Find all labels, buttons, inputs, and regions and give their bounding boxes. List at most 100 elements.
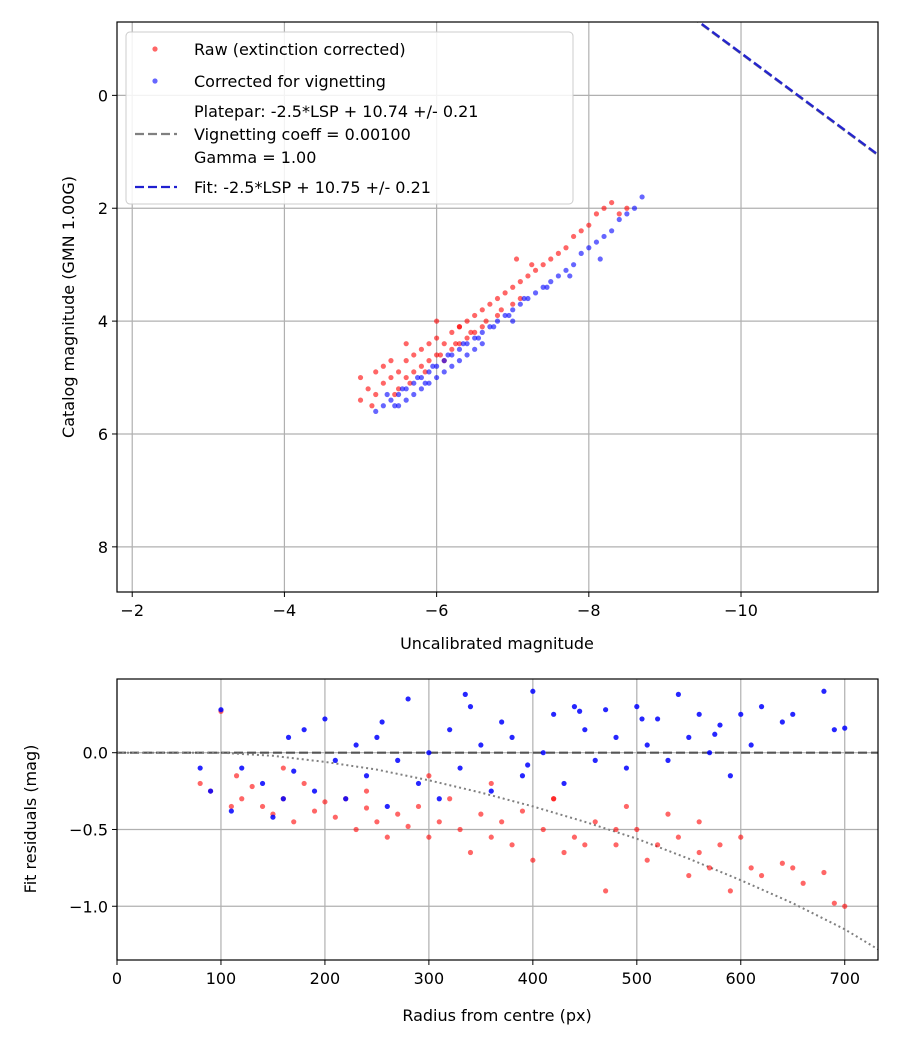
raw-point — [434, 352, 440, 358]
raw-residual-point — [706, 865, 713, 871]
raw-residual-point — [551, 796, 557, 802]
raw-point — [388, 358, 394, 364]
raw-point — [392, 391, 398, 398]
corrected-residual-point — [478, 742, 484, 748]
bottom-scatter-points — [197, 688, 848, 909]
raw-point — [411, 369, 417, 375]
raw-point — [624, 205, 630, 211]
raw-residual-point — [509, 842, 515, 848]
corrected-point — [479, 341, 485, 347]
raw-residual-point — [280, 765, 286, 771]
raw-point — [373, 391, 379, 398]
corrected-point — [555, 273, 561, 279]
corrected-residual-point — [577, 708, 583, 714]
raw-point — [407, 380, 413, 386]
corrected-point — [399, 386, 405, 392]
corrected-residual-point — [322, 716, 328, 722]
raw-residual-point — [634, 826, 640, 833]
raw-residual-point — [758, 872, 765, 879]
raw-residual-point — [790, 865, 796, 871]
raw-residual-point — [519, 808, 526, 814]
corrected-residual-point — [218, 707, 224, 713]
raw-point — [616, 211, 622, 217]
raw-residual-point — [301, 780, 307, 787]
raw-point — [502, 290, 508, 296]
corrected-point — [411, 380, 417, 386]
top-y-tick-label: 2 — [98, 199, 108, 218]
raw-residual-point — [623, 803, 630, 810]
corrected-residual-point — [727, 773, 733, 779]
raw-residual-point — [644, 857, 650, 863]
corrected-point — [426, 380, 432, 386]
corrected-residual-point — [779, 719, 785, 725]
raw-point — [357, 397, 364, 403]
corrected-residual-point — [561, 780, 567, 787]
raw-point — [453, 341, 459, 347]
raw-residual-point — [426, 773, 432, 779]
corrected-point — [494, 318, 501, 324]
raw-point — [426, 358, 432, 364]
legend-marker — [152, 78, 158, 84]
corrected-residual-point — [374, 734, 380, 740]
raw-point — [472, 329, 478, 335]
corrected-residual-point — [363, 773, 370, 779]
raw-residual-point — [363, 788, 370, 794]
corrected-point — [491, 324, 497, 330]
bottom-y-axis-title: Fit residuals (mag) — [21, 745, 40, 894]
raw-point — [403, 374, 409, 381]
raw-residual-point — [675, 834, 681, 840]
raw-point — [357, 374, 364, 381]
vignetting-curve — [117, 751, 878, 951]
corrected-point — [639, 194, 645, 200]
corrected-residual-point — [717, 722, 723, 728]
raw-point — [525, 273, 531, 279]
corrected-residual-point — [462, 691, 468, 697]
corrected-point — [434, 374, 440, 381]
raw-residual-point — [332, 814, 338, 820]
raw-residual-point — [249, 783, 255, 790]
bottom-plot-frame — [116, 678, 879, 961]
raw-point — [494, 295, 501, 302]
corrected-point — [472, 335, 478, 341]
corrected-point — [464, 341, 470, 347]
raw-point — [479, 307, 485, 313]
corrected-point — [567, 273, 573, 279]
corrected-residual-point — [343, 796, 349, 802]
raw-residual-point — [363, 805, 370, 811]
raw-point — [586, 222, 592, 228]
corrected-residual-point — [228, 808, 234, 814]
raw-residual-point — [239, 796, 245, 802]
corrected-residual-point — [332, 757, 338, 763]
corrected-point — [388, 397, 394, 403]
raw-point — [472, 312, 478, 319]
corrected-point — [456, 346, 463, 352]
corrected-residual-point — [623, 765, 630, 771]
corrected-residual-point — [311, 788, 318, 794]
raw-point — [422, 369, 428, 375]
raw-residual-point — [478, 811, 484, 817]
corrected-residual-point — [831, 727, 837, 733]
raw-residual-point — [613, 826, 619, 833]
legend-label: Raw (extinction corrected) — [194, 40, 406, 59]
raw-residual-point — [842, 903, 848, 909]
raw-point — [513, 256, 520, 262]
raw-residual-point — [779, 860, 785, 866]
top-y-tick-label: 4 — [98, 312, 108, 331]
corrected-point — [418, 386, 424, 392]
raw-point — [365, 386, 371, 392]
raw-residual-point — [233, 773, 240, 779]
corrected-residual-point — [738, 711, 744, 717]
raw-point — [517, 295, 523, 302]
corrected-point — [548, 279, 554, 285]
raw-point — [468, 329, 474, 335]
corrected-residual-point — [639, 716, 645, 722]
raw-point — [434, 318, 440, 324]
corrected-residual-point — [530, 688, 536, 694]
corrected-residual-point — [426, 750, 432, 756]
corrected-residual-point — [395, 757, 401, 763]
corrected-point — [631, 205, 638, 211]
corrected-point — [472, 346, 478, 352]
bottom-y-tick-label: −1.0 — [69, 897, 108, 916]
raw-residual-point — [592, 819, 598, 825]
